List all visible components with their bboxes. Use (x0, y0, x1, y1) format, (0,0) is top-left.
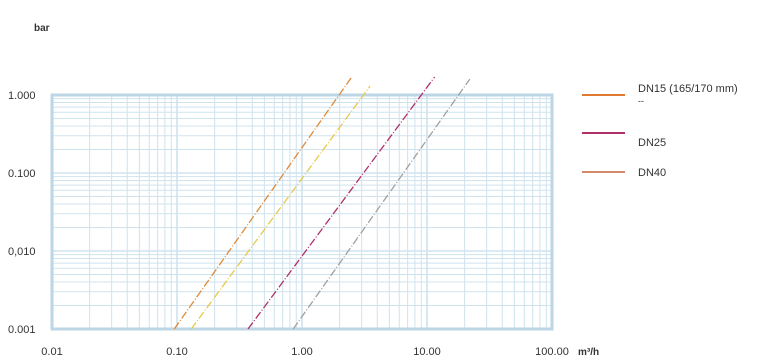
y-tick-label: 0.001 (8, 324, 36, 336)
series-line-dn15 (173, 76, 353, 330)
y-tick-labels: 0.001 0,010 0.100 1.000 (8, 90, 36, 336)
legend: DN15 (165/170 mm) -- DN25 DN40 (582, 83, 738, 179)
series-line-dn25 (247, 76, 436, 330)
series-line-unnamed-1 (190, 85, 371, 330)
x-tick-label: 10.00 (413, 346, 441, 358)
y-tick-label: 1.000 (8, 90, 36, 102)
x-tick-label: 1.00 (291, 346, 312, 358)
series-layer (173, 76, 471, 330)
grid-layer (51, 95, 552, 330)
x-tick-labels: 0.01 0.10 1.00 10.00 100.00 (41, 346, 569, 358)
legend-label-dn25: DN25 (638, 137, 666, 149)
y-tick-label: 0.100 (8, 168, 36, 180)
legend-sublabel-dn15: -- (638, 96, 644, 106)
legend-label-dn40: DN40 (638, 167, 666, 179)
x-tick-label: 100.00 (535, 346, 569, 358)
y-axis-label: bar (34, 23, 50, 34)
x-tick-label: 0.10 (166, 346, 187, 358)
plot-frame (50, 93, 554, 331)
y-tick-label: 0,010 (8, 246, 36, 258)
series-line-dn40 (292, 78, 471, 330)
x-axis-label: m³/h (578, 347, 599, 358)
x-tick-label: 0.01 (41, 346, 62, 358)
legend-label-dn15: DN15 (165/170 mm) (638, 83, 738, 95)
